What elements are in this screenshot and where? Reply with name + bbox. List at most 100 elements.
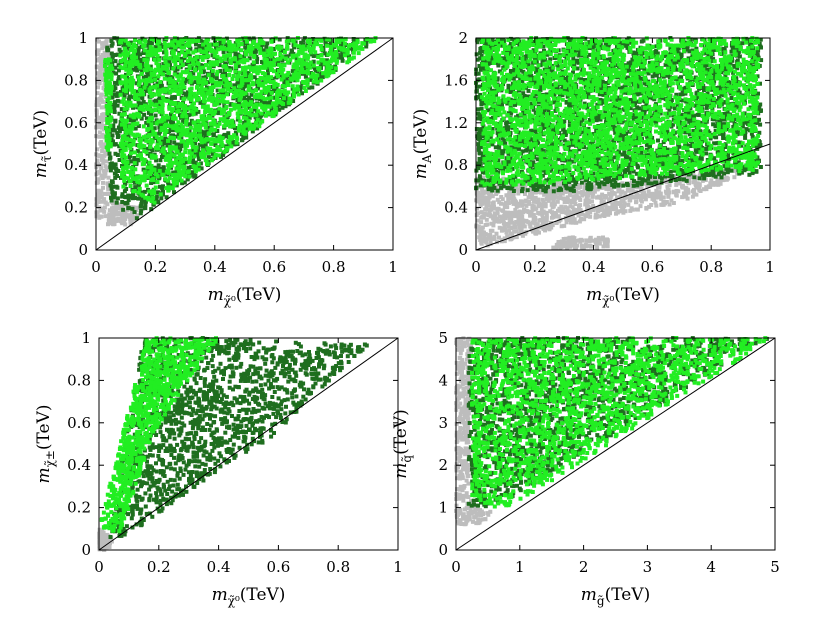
point-bright-green xyxy=(335,58,340,63)
point-gray xyxy=(554,212,559,217)
point-bright-green xyxy=(203,40,208,45)
point-dark-green xyxy=(250,129,255,134)
point-gray xyxy=(588,214,593,219)
point-dark-green xyxy=(142,189,147,194)
point-dark-green xyxy=(113,118,118,123)
point-gray xyxy=(103,171,108,176)
point-bright-green xyxy=(233,69,238,74)
point-dark-green xyxy=(170,183,175,188)
point-gray xyxy=(680,195,685,200)
point-bright-green xyxy=(172,153,177,158)
point-dark-green xyxy=(128,118,133,123)
panel-a-ticks: 0 0.2 0.4 0.6 0.8 100.20.40.60.81 xyxy=(64,29,398,276)
point-bright-green xyxy=(178,104,183,109)
point-bright-green xyxy=(118,92,123,97)
point-bright-green xyxy=(132,96,137,101)
point-bright-green xyxy=(215,36,220,41)
point-bright-green xyxy=(241,124,246,129)
point-bright-green xyxy=(130,48,134,53)
point-dark-green xyxy=(165,143,170,148)
point-bright-green xyxy=(103,63,107,68)
point-gray xyxy=(108,216,113,221)
point-bright-green xyxy=(296,92,301,97)
point-gray xyxy=(98,71,103,76)
point-bright-green xyxy=(193,57,198,62)
point-gray xyxy=(106,187,111,192)
point-gray xyxy=(629,206,634,211)
point-bright-green xyxy=(183,146,188,150)
point-bright-green xyxy=(181,106,186,111)
point-bright-green xyxy=(290,53,295,58)
point-bright-green xyxy=(171,59,176,63)
point-bright-green xyxy=(223,77,228,81)
point-dark-green xyxy=(277,107,282,112)
point-bright-green xyxy=(270,80,275,85)
point-bright-green xyxy=(174,55,179,60)
point-bright-green xyxy=(196,75,201,80)
point-bright-green xyxy=(145,59,150,64)
point-dark-green xyxy=(203,75,208,80)
point-dark-green xyxy=(239,138,244,143)
point-dark-green xyxy=(241,135,246,140)
point-gray xyxy=(497,235,501,240)
point-bright-green xyxy=(148,76,153,81)
point-bright-green xyxy=(199,137,204,142)
point-bright-green xyxy=(277,100,282,104)
point-bright-green xyxy=(319,78,324,83)
point-dark-green xyxy=(195,57,200,61)
point-bright-green xyxy=(315,80,320,85)
point-bright-green xyxy=(123,128,128,133)
point-bright-green xyxy=(169,79,174,84)
point-bright-green xyxy=(327,67,332,72)
point-bright-green xyxy=(149,122,154,127)
point-bright-green xyxy=(182,45,186,50)
point-dark-green xyxy=(120,200,125,204)
point-gray xyxy=(497,214,502,219)
point-gray xyxy=(556,195,561,200)
point-bright-green xyxy=(197,134,202,139)
point-gray xyxy=(671,190,676,195)
point-bright-green xyxy=(236,115,241,120)
point-dark-green xyxy=(204,133,209,138)
point-gray xyxy=(96,200,101,204)
point-dark-green xyxy=(155,199,160,204)
point-dark-green xyxy=(247,56,252,61)
point-gray xyxy=(98,67,103,72)
point-bright-green xyxy=(211,62,216,67)
point-bright-green xyxy=(251,53,256,58)
point-bright-green xyxy=(202,139,207,144)
point-gray xyxy=(129,212,134,217)
point-gray xyxy=(715,177,720,182)
point-bright-green xyxy=(274,101,279,106)
point-bright-green xyxy=(217,134,222,139)
point-gray xyxy=(637,193,642,198)
point-bright-green xyxy=(313,73,318,78)
point-bright-green xyxy=(189,38,194,43)
point-bright-green xyxy=(177,154,182,159)
point-bright-green xyxy=(230,57,235,62)
point-gray xyxy=(716,182,721,187)
point-bright-green xyxy=(242,100,247,104)
point-bright-green xyxy=(271,61,275,65)
point-gray xyxy=(674,193,679,198)
point-bright-green xyxy=(311,71,315,76)
point-bright-green xyxy=(235,77,240,82)
point-dark-green xyxy=(167,141,172,146)
point-bright-green xyxy=(157,137,161,142)
point-gray xyxy=(684,194,689,199)
point-bright-green xyxy=(244,107,248,112)
point-bright-green xyxy=(243,91,248,96)
point-bright-green xyxy=(194,138,198,143)
point-gray xyxy=(590,194,595,199)
point-dark-green xyxy=(115,81,120,86)
point-bright-green xyxy=(149,164,154,168)
point-bright-green xyxy=(141,78,146,83)
point-dark-green xyxy=(154,194,159,199)
point-dark-green xyxy=(143,74,148,79)
point-dark-green xyxy=(228,102,233,107)
point-bright-green xyxy=(119,122,124,127)
point-dark-green xyxy=(143,199,148,204)
point-bright-green xyxy=(151,129,156,134)
point-dark-green xyxy=(192,172,196,177)
point-gray xyxy=(96,58,101,63)
